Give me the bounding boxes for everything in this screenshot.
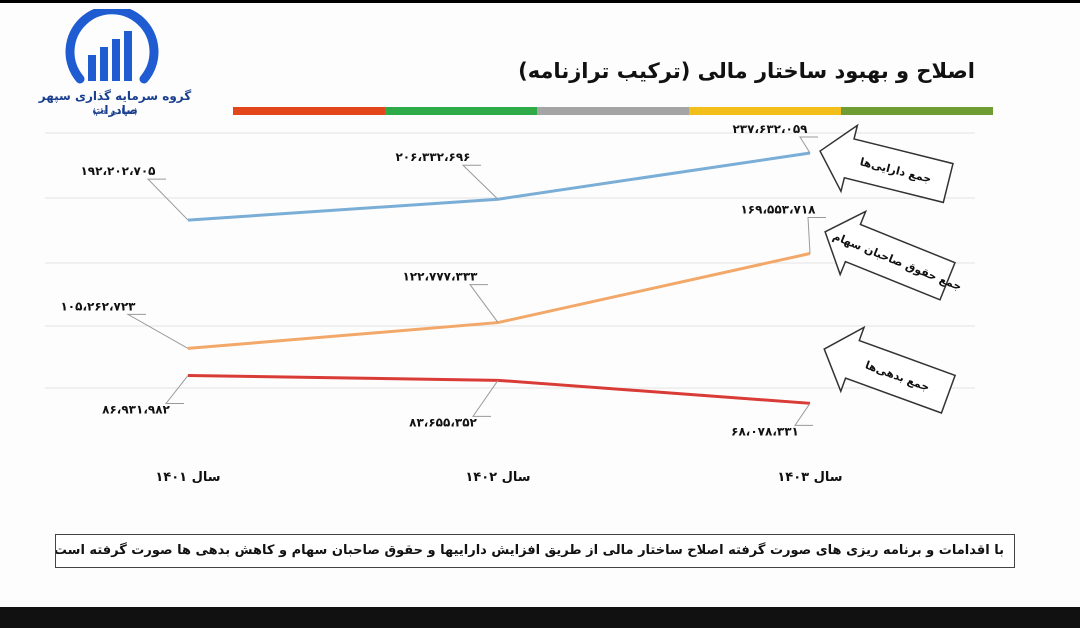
- color-bar-segment: [233, 107, 385, 115]
- data-label: ۶۸،۰۷۸،۳۳۱: [731, 424, 799, 438]
- data-label: ۲۰۶،۳۳۲،۶۹۶: [395, 150, 470, 164]
- color-bar-segment: [689, 107, 841, 115]
- slide-title: اصلاح و بهبود ساختار مالی (ترکیب ترازنام…: [518, 59, 975, 83]
- data-label-leader: [146, 178, 189, 221]
- data-label: ۲۳۷،۶۳۲،۰۵۹: [732, 122, 808, 136]
- data-label-leader: [799, 136, 818, 154]
- color-bar-segment: [841, 107, 993, 115]
- color-bar-segment: [385, 107, 537, 115]
- legend-arrow-shape: [824, 209, 956, 301]
- company-subtitle: (سهامی عام): [92, 107, 138, 116]
- color-bar: [233, 107, 993, 115]
- series-line: [187, 373, 811, 405]
- bottom-bar: [0, 607, 1080, 628]
- data-label: ۱۲۲،۷۷۷،۳۳۳: [402, 270, 478, 284]
- data-label-leader: [469, 284, 499, 323]
- legend-arrow-shape: [823, 325, 957, 414]
- logo-mark-icon: [65, 5, 159, 84]
- data-label: ۱۹۲،۲۰۲،۷۰۵: [80, 164, 155, 178]
- line-chart: ۱۹۲،۲۰۲،۷۰۵ ۲۰۶،۳۳۲،۶۹۶ ۲۳۷،۶۳۲،۰۵۹ ۱۰۵،۲۶۲…: [45, 122, 975, 485]
- data-label-leader: [164, 375, 189, 404]
- data-label: ۸۶،۹۳۱،۹۸۲: [102, 402, 170, 416]
- x-tick-label: سال ۱۴۰۱: [155, 470, 220, 485]
- presentation-slide: گروه سرمایه گذاری سپهر صادرات (سهامی عام…: [0, 3, 1080, 607]
- data-label: ۸۳،۶۵۵،۳۵۲: [409, 415, 477, 429]
- series-line: [187, 252, 811, 350]
- data-label-leader: [794, 403, 813, 426]
- x-tick-label: سال ۱۴۰۲: [465, 470, 530, 485]
- data-label-leader: [126, 313, 189, 349]
- data-label: ۱۶۹،۵۵۳،۷۱۸: [740, 203, 816, 217]
- legend-arrow: جمع بدهی‌ها: [823, 325, 957, 414]
- footnote-box: با اقدامات و برنامه ریزی های صورت گرفته …: [55, 534, 1015, 568]
- legend-arrow-shape: [819, 123, 954, 204]
- data-label-leader: [461, 164, 499, 200]
- legend-arrow: جمع دارایی‌ها: [819, 123, 954, 204]
- legend-arrow: جمع حقوق صاحبان سهام: [824, 209, 964, 301]
- data-label: ۱۰۵،۲۶۲،۷۲۳: [60, 299, 136, 313]
- x-tick-label: سال ۱۴۰۳: [777, 470, 842, 485]
- data-label-leader: [807, 217, 826, 254]
- company-name: گروه سرمایه گذاری سپهر صادرات: [38, 89, 192, 117]
- series-line: [187, 151, 811, 222]
- data-label-leader: [472, 380, 499, 417]
- company-logo: گروه سرمایه گذاری سپهر صادرات (سهامی عام…: [20, 5, 210, 124]
- color-bar-segment: [537, 107, 689, 115]
